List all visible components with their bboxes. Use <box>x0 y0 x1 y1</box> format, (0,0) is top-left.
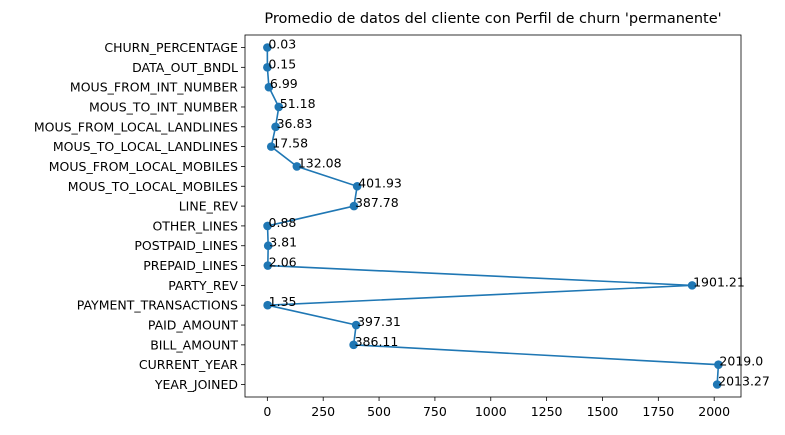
data-label: 2.06 <box>269 255 297 270</box>
x-tick-label: 1500 <box>587 404 619 419</box>
data-label: 17.58 <box>272 136 308 151</box>
data-point <box>263 241 273 251</box>
data-label: 51.18 <box>280 96 316 111</box>
y-tick-label: YEAR_JOINED <box>154 377 238 392</box>
series-line <box>266 47 720 385</box>
data-point <box>292 162 302 171</box>
y-tick-label: PARTY_REV <box>168 278 238 293</box>
data-point <box>271 122 280 132</box>
data-label: 2019.0 <box>719 354 763 369</box>
data-point <box>264 82 274 92</box>
y-tick-label: PAYMENT_TRANSACTIONS <box>77 298 238 313</box>
data-label: 3.81 <box>269 235 297 250</box>
y-tick-label: MOUS_FROM_LOCAL_MOBILES <box>49 159 238 174</box>
plot-frame <box>244 34 742 398</box>
x-tick-label: 750 <box>423 404 447 419</box>
y-tick-label: MOUS_FROM_LOCAL_LANDLINES <box>34 119 238 134</box>
y-tick-label: PREPAID_LINES <box>143 258 238 273</box>
y-tick-label: CURRENT_YEAR <box>139 357 238 372</box>
chart-title: Promedio de datos del cliente con Perfil… <box>264 11 721 27</box>
x-tick-label: 1750 <box>642 404 674 419</box>
data-point <box>351 320 361 330</box>
data-point <box>263 261 273 270</box>
data-label: 401.93 <box>358 175 402 190</box>
data-label: 1.35 <box>269 294 297 309</box>
data-point <box>714 360 723 369</box>
y-tick-label: PAID_AMOUNT <box>148 318 239 333</box>
data-label: 132.08 <box>298 155 342 170</box>
plot-area: 0 250 500 750 1000 1250 1500 1750 2000 CHURN_PERC… <box>34 34 770 419</box>
data-label: 0.15 <box>268 56 296 71</box>
y-tick-label: BILL_AMOUNT <box>150 337 238 352</box>
data-label: 0.03 <box>268 37 296 52</box>
y-tick-label: MOUS_TO_LOCAL_MOBILES <box>68 179 238 194</box>
data-label: 0.88 <box>269 215 297 230</box>
data-point <box>712 380 722 389</box>
data-label: 6.99 <box>270 76 298 91</box>
data-point <box>263 43 272 52</box>
data-point <box>263 300 272 310</box>
y-tick-label: CHURN_PERCENTAGE <box>104 40 238 55</box>
x-tick-label: 0 <box>263 404 271 419</box>
y-tick-label: DATA_OUT_BNDL <box>132 60 238 75</box>
data-label: 386.11 <box>355 334 399 349</box>
data-point <box>263 221 272 231</box>
y-tick-label: LINE_REV <box>179 199 239 214</box>
data-point <box>266 142 276 151</box>
y-tick-label: MOUS_TO_INT_NUMBER <box>89 99 238 114</box>
data-label: 1901.21 <box>693 274 745 289</box>
data-label: 36.83 <box>277 116 313 131</box>
x-tick-label: 2000 <box>698 404 730 419</box>
x-tick-label: 1250 <box>531 404 563 419</box>
y-tick-label: MOUS_FROM_INT_NUMBER <box>70 80 238 95</box>
y-tick-label: MOUS_TO_LOCAL_LANDLINES <box>53 139 238 154</box>
x-tick-label: 500 <box>367 404 391 419</box>
data-point <box>352 181 362 191</box>
data-point <box>274 102 284 112</box>
data-point <box>263 63 272 72</box>
y-tick-label: OTHER_LINES <box>152 218 238 233</box>
data-label: 2013.27 <box>718 374 770 389</box>
x-tick-label: 250 <box>311 404 335 419</box>
data-label: 397.31 <box>357 314 401 329</box>
data-label: 387.78 <box>355 195 399 210</box>
y-tick-label: POSTPAID_LINES <box>134 238 238 253</box>
data-point <box>349 201 359 211</box>
data-point <box>349 340 358 350</box>
x-tick-label: 1000 <box>475 404 507 419</box>
data-point <box>687 281 697 290</box>
